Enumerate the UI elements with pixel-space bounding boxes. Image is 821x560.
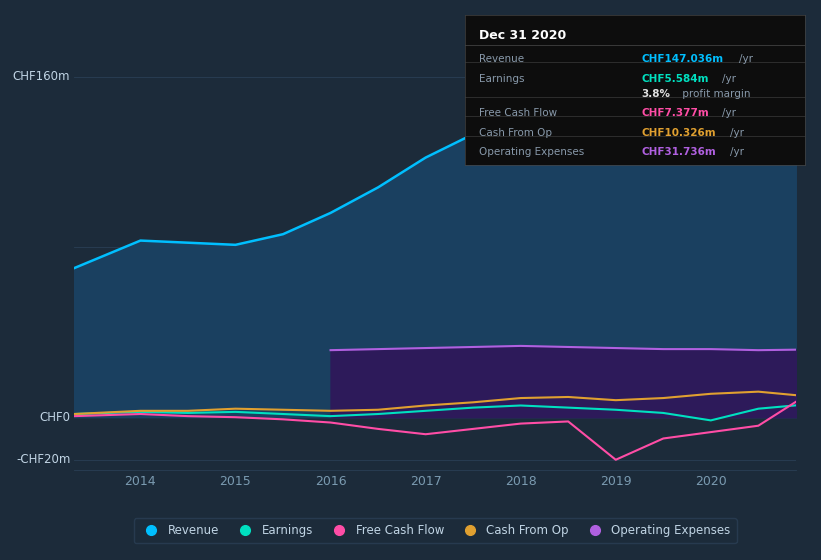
Legend: Revenue, Earnings, Free Cash Flow, Cash From Op, Operating Expenses: Revenue, Earnings, Free Cash Flow, Cash … bbox=[134, 519, 736, 543]
Text: Dec 31 2020: Dec 31 2020 bbox=[479, 29, 566, 41]
Text: CHF147.036m: CHF147.036m bbox=[642, 54, 724, 64]
Text: /yr: /yr bbox=[722, 74, 736, 84]
Text: -CHF20m: -CHF20m bbox=[16, 453, 71, 466]
Text: /yr: /yr bbox=[730, 128, 744, 138]
Text: Operating Expenses: Operating Expenses bbox=[479, 147, 584, 157]
Text: /yr: /yr bbox=[730, 147, 744, 157]
Text: Revenue: Revenue bbox=[479, 54, 524, 64]
Text: Free Cash Flow: Free Cash Flow bbox=[479, 108, 557, 118]
Text: CHF5.584m: CHF5.584m bbox=[642, 74, 709, 84]
Text: Earnings: Earnings bbox=[479, 74, 524, 84]
Text: /yr: /yr bbox=[722, 108, 736, 118]
Text: 3.8%: 3.8% bbox=[642, 88, 671, 99]
Text: profit margin: profit margin bbox=[679, 88, 750, 99]
Text: Cash From Op: Cash From Op bbox=[479, 128, 552, 138]
Text: CHF7.377m: CHF7.377m bbox=[642, 108, 709, 118]
Text: CHF31.736m: CHF31.736m bbox=[642, 147, 717, 157]
Text: CHF0: CHF0 bbox=[39, 410, 71, 424]
Text: /yr: /yr bbox=[739, 54, 753, 64]
Text: CHF160m: CHF160m bbox=[13, 70, 71, 83]
Text: CHF10.326m: CHF10.326m bbox=[642, 128, 717, 138]
